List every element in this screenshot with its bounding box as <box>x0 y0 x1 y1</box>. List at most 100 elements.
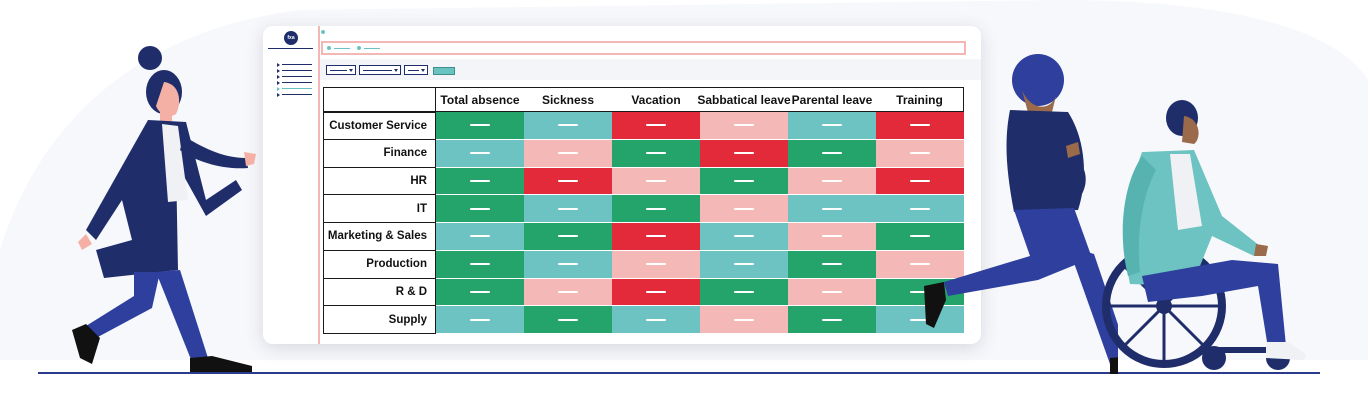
heatmap-cell[interactable] <box>700 167 788 196</box>
heatmap-cell[interactable] <box>612 195 700 223</box>
cell-value-placeholder <box>910 235 930 238</box>
heatmap-cell[interactable] <box>612 112 700 140</box>
heatmap-cell[interactable] <box>700 195 788 223</box>
cell-value-placeholder <box>734 263 754 266</box>
row-header: Supply <box>323 306 436 334</box>
cell-value-placeholder <box>646 207 666 210</box>
filter-select[interactable] <box>326 65 356 75</box>
cell-value-placeholder <box>910 179 930 182</box>
heatmap-cell[interactable] <box>524 112 612 140</box>
chevron-down-icon <box>349 69 353 72</box>
heatmap-cell[interactable] <box>436 167 524 196</box>
heatmap-cell[interactable] <box>524 167 612 196</box>
heatmap-cell[interactable] <box>788 195 876 223</box>
heatmap-cell[interactable] <box>436 278 524 307</box>
cell-value-placeholder <box>646 152 666 155</box>
heatmap-cell[interactable] <box>524 306 612 334</box>
heatmap-cell[interactable] <box>788 306 876 334</box>
heatmap-cell[interactable] <box>436 306 524 334</box>
heatmap-cell[interactable] <box>876 223 964 251</box>
person-walking-illustration <box>72 46 256 372</box>
chevron-right-icon <box>277 87 280 91</box>
row-header: Finance <box>323 139 436 168</box>
cell-value-placeholder <box>470 207 490 210</box>
heatmap-cell[interactable] <box>876 139 964 168</box>
sidebar-item[interactable] <box>277 62 313 68</box>
breadcrumb-item[interactable] <box>327 46 350 50</box>
heatmap-cell[interactable] <box>788 278 876 307</box>
column-header[interactable]: Sickness <box>524 87 612 112</box>
heatmap-cell[interactable] <box>700 278 788 307</box>
sidebar-item[interactable] <box>277 92 313 98</box>
heatmap-cell[interactable] <box>876 250 964 279</box>
heatmap-cell[interactable] <box>700 112 788 140</box>
heatmap-cell[interactable] <box>436 250 524 279</box>
filter-select[interactable] <box>404 65 428 75</box>
row-header: Production <box>323 250 436 279</box>
heatmap-cell[interactable] <box>612 306 700 334</box>
breadcrumb-item[interactable] <box>357 46 380 50</box>
cell-value-placeholder <box>734 124 754 127</box>
cell-value-placeholder <box>910 124 930 127</box>
heatmap-cell[interactable] <box>876 306 964 334</box>
cell-value-placeholder <box>470 263 490 266</box>
column-header[interactable]: Total absence <box>436 87 524 112</box>
column-header[interactable]: Sabbatical leave <box>697 87 791 112</box>
cell-value-placeholder <box>558 318 578 321</box>
sidebar-menu <box>277 62 313 98</box>
app-logo[interactable]: fxa <box>284 31 298 45</box>
heatmap-cell[interactable] <box>788 167 876 196</box>
heatmap-cell[interactable] <box>612 278 700 307</box>
heatmap-cell[interactable] <box>436 223 524 251</box>
floor-line <box>38 372 1320 374</box>
cell-value-placeholder <box>646 179 666 182</box>
heatmap-cell[interactable] <box>876 167 964 196</box>
heatmap-cell[interactable] <box>524 250 612 279</box>
heatmap-cell[interactable] <box>788 250 876 279</box>
cell-value-placeholder <box>910 318 930 321</box>
heatmap-cell[interactable] <box>524 195 612 223</box>
heatmap-cell[interactable] <box>876 195 964 223</box>
cell-value-placeholder <box>734 152 754 155</box>
sidebar: fxa <box>263 26 320 344</box>
cell-value-placeholder <box>558 152 578 155</box>
heatmap-cell[interactable] <box>436 195 524 223</box>
search-bar[interactable] <box>321 41 966 55</box>
heatmap-cell[interactable] <box>788 223 876 251</box>
heatmap-cell[interactable] <box>700 223 788 251</box>
heatmap-cell[interactable] <box>612 139 700 168</box>
heatmap-cell[interactable] <box>612 167 700 196</box>
chevron-right-icon <box>277 63 280 67</box>
cell-value-placeholder <box>470 235 490 238</box>
heatmap-cell[interactable] <box>524 223 612 251</box>
row-header: IT <box>323 195 436 223</box>
column-header[interactable]: Training <box>876 87 964 112</box>
heatmap-cell[interactable] <box>700 139 788 168</box>
cell-value-placeholder <box>470 152 490 155</box>
cell-value-placeholder <box>646 124 666 127</box>
column-header[interactable]: Vacation <box>612 87 700 112</box>
cell-value-placeholder <box>558 263 578 266</box>
sidebar-item[interactable] <box>277 74 313 80</box>
sidebar-item[interactable] <box>277 80 313 86</box>
heatmap-cell[interactable] <box>524 139 612 168</box>
sidebar-item[interactable] <box>277 68 313 74</box>
heatmap-cell[interactable] <box>524 278 612 307</box>
heatmap-cell[interactable] <box>788 139 876 168</box>
sidebar-item[interactable] <box>277 86 313 92</box>
heatmap-cell[interactable] <box>612 223 700 251</box>
heatmap-cell[interactable] <box>700 250 788 279</box>
heatmap-cell[interactable] <box>612 250 700 279</box>
heatmap-cell[interactable] <box>700 306 788 334</box>
heatmap-cell[interactable] <box>876 112 964 140</box>
heatmap-cell[interactable] <box>788 112 876 140</box>
cell-value-placeholder <box>822 152 842 155</box>
filter-select[interactable] <box>359 65 401 75</box>
column-header[interactable]: Parental leave <box>788 87 876 112</box>
absence-heatmap: Total absence Sickness Vacation Sabbatical … <box>323 87 964 338</box>
apply-button[interactable] <box>433 67 455 75</box>
cell-value-placeholder <box>558 207 578 210</box>
chevron-right-icon <box>277 93 280 97</box>
heatmap-cell[interactable] <box>436 112 524 140</box>
heatmap-cell[interactable] <box>436 139 524 168</box>
